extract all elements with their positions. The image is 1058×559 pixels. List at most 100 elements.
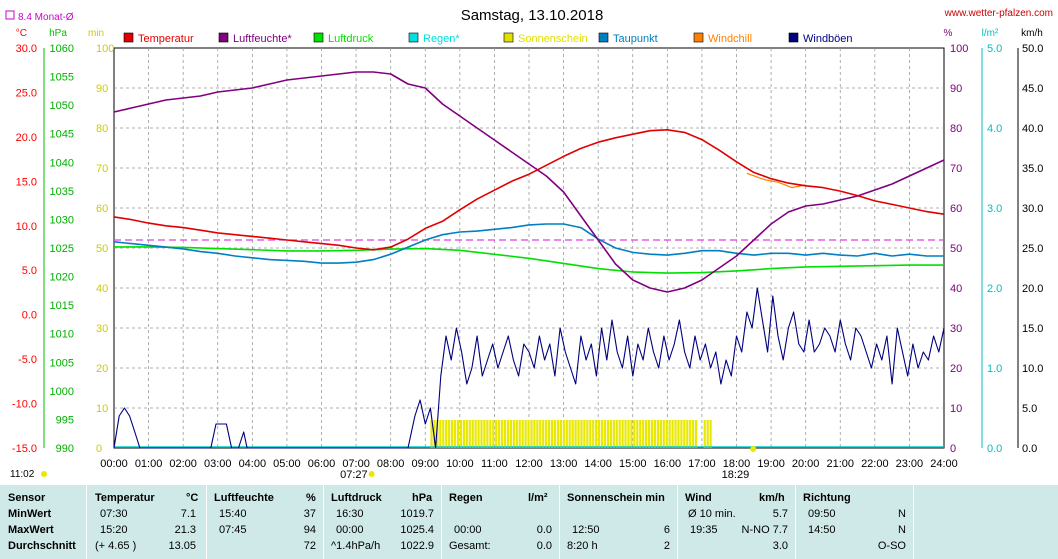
min-wind-value: 5.7 (772, 508, 788, 520)
sunshine-bar (612, 420, 615, 448)
max-dir-time: 14:50 (808, 524, 836, 536)
series-line-taupunkt (113, 223, 944, 264)
temp-unit: °C (16, 28, 27, 39)
sunshine-bar (465, 420, 468, 448)
min-dir-time: 09:50 (808, 508, 836, 520)
sunshine-bar (536, 420, 539, 448)
hdr-wind: Wind (685, 492, 712, 504)
min-temp-value: 7.1 (180, 508, 196, 520)
hdr-pressure: Luftdruck (331, 492, 382, 504)
legend-swatch (503, 32, 514, 43)
x-tick-label: 19:00 (757, 458, 785, 470)
sunshine-bar (474, 420, 477, 448)
sunshine-bar (586, 420, 589, 448)
hdr-pressure-unit: hPa (412, 492, 433, 504)
sunshine-bar (606, 420, 610, 448)
max-sunshine-value: 6 (663, 524, 670, 536)
pressure-tick-label: 1020 (50, 272, 74, 284)
pressure-tick-label: 1055 (50, 72, 74, 84)
hdr-direction: Richtung (803, 492, 851, 504)
sunshine-bar (680, 420, 683, 448)
sunshine-bar (583, 420, 586, 448)
x-tick-label: 10:00 (446, 458, 474, 470)
clock-label: 11:02 (10, 469, 35, 480)
sunshine-bar (615, 420, 618, 448)
x-tick-label: 07:00 (342, 458, 370, 470)
sunshine-bar (595, 420, 598, 448)
wind-tick-label: 30.0 (1022, 203, 1043, 215)
avg-pressure-trend: ^1.4hPa/h (331, 540, 381, 552)
humidity-tick-label: 100 (950, 43, 968, 55)
sunshine-bar (483, 420, 486, 448)
sunshine-bar (665, 420, 668, 448)
sunshine-bar (539, 420, 542, 448)
sunshine-bar (498, 420, 501, 448)
hdr-humidity-unit: % (306, 492, 316, 504)
sunshine-bar (577, 420, 580, 448)
humidity-tick-label: 80 (950, 123, 962, 135)
temp-tick-label: -15.0 (12, 443, 37, 455)
rain-tick-label: 5.0 (987, 43, 1002, 55)
pressure-tick-label: 1025 (50, 243, 74, 255)
sunshine-bar (650, 420, 654, 448)
max-wind-time: 19:35 (690, 524, 718, 536)
min-humidity-time: 15:40 (219, 508, 247, 520)
legend-swatch (408, 32, 419, 43)
legend-label: Regen* (423, 33, 460, 45)
sunshine-bar (589, 420, 592, 448)
temp-tick-label: 20.0 (16, 132, 37, 144)
temp-tick-label: 10.0 (16, 221, 37, 233)
sunshine-unit: min (88, 28, 104, 39)
legend: Temperatur Luftfeuchte* Luftdruck Regen* Son… (123, 32, 853, 45)
sunshine-bar (439, 420, 442, 448)
pressure-tick-label: 1050 (50, 100, 74, 112)
pressure-tick-label: 1045 (50, 129, 74, 141)
sunshine-bar (477, 420, 480, 448)
sunshine-tick-label: 80 (96, 123, 108, 135)
x-tick-label: 09:00 (411, 458, 439, 470)
sunshine-tick-label: 30 (96, 323, 108, 335)
pressure-tick-label: 1005 (50, 357, 74, 369)
max-pressure-time: 00:00 (336, 524, 364, 536)
sunshine-bar (492, 420, 495, 448)
x-tick-label: 16:00 (654, 458, 682, 470)
temp-tick-label: 30.0 (16, 43, 37, 55)
legend-label: Windchill (708, 33, 752, 45)
sunshine-bar (456, 420, 460, 448)
legend-swatch (693, 32, 704, 43)
source-link[interactable]: www.wetter-pfalzen.com (944, 8, 1053, 19)
axes: 30.0 25.0 20.0 15.0 10.0 5.0 0.0 -5.0 -10.0 -15.0… (12, 43, 1044, 481)
sunshine-bar (686, 420, 689, 448)
sunshine-bar (553, 420, 557, 448)
wind-tick-label: 40.0 (1022, 123, 1043, 135)
x-tick-label: 12:00 (515, 458, 543, 470)
x-tick-label: 17:00 (688, 458, 716, 470)
hdr-rain: Regen (449, 492, 483, 504)
max-temp-time: 15:20 (100, 524, 128, 536)
max-dir-value: N (898, 524, 906, 536)
rain-tick-label: 2.0 (987, 283, 1002, 295)
sunshine-bar (706, 420, 709, 448)
sunshine-bar (509, 420, 513, 448)
sunshine-bar (642, 420, 645, 448)
hdr-sensor: Sensor (8, 492, 46, 504)
legend-label: Taupunkt (613, 33, 658, 45)
x-tick-label: 15:00 (619, 458, 647, 470)
sunset-label: 18:29 (722, 469, 750, 481)
wind-tick-label: 45.0 (1022, 83, 1043, 95)
sunshine-bar (530, 420, 533, 448)
x-tick-label: 13:00 (550, 458, 578, 470)
wind-tick-label: 20.0 (1022, 283, 1043, 295)
x-tick-label: 20:00 (792, 458, 820, 470)
sunshine-bar (574, 420, 577, 448)
sunshine-bar (562, 420, 565, 448)
weather-chart: Samstag, 13.10.2018 www.wetter-pfalzen.c… (5, 7, 1053, 481)
min-temp-time: 07:30 (100, 508, 128, 520)
sunshine-bar (633, 420, 636, 448)
sunshine-bar (503, 420, 507, 448)
min-wind-time: Ø 10 min. (688, 508, 736, 520)
sunshine-bar (489, 420, 492, 448)
sunshine-bar (668, 420, 671, 448)
legend-swatch (313, 32, 324, 43)
max-sunshine-time: 12:50 (572, 524, 600, 536)
